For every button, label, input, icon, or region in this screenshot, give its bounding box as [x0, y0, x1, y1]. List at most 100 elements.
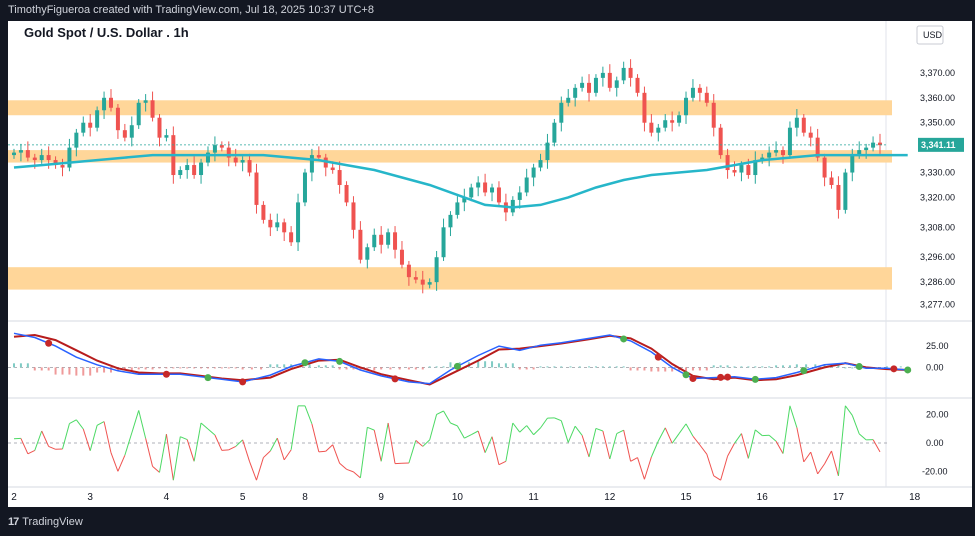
- candle-body: [386, 232, 391, 245]
- candle: [164, 128, 169, 142]
- osc-segment: [643, 456, 652, 480]
- candle: [282, 218, 287, 242]
- candle-body: [164, 135, 169, 138]
- osc-segment: [519, 425, 528, 433]
- candle: [358, 221, 363, 264]
- osc-segment: [69, 419, 77, 425]
- tradingview-logo[interactable]: 17 TradingView: [8, 515, 83, 529]
- price-tick-label: 3,360.00: [920, 93, 955, 103]
- candle: [67, 138, 72, 172]
- osc-segment: [623, 430, 632, 462]
- candle-body: [379, 234, 384, 245]
- candle: [129, 116, 134, 147]
- candle-body: [760, 157, 765, 161]
- candle: [552, 118, 557, 147]
- macd-histogram-bar: [308, 364, 311, 368]
- macd-histogram-bar: [844, 367, 847, 369]
- osc-segment: [602, 430, 611, 460]
- osc-segment: [415, 440, 424, 447]
- time-tick-label: 11: [528, 492, 539, 503]
- candle: [136, 99, 141, 129]
- candle: [476, 176, 481, 197]
- time-tick-label: 16: [757, 492, 769, 503]
- candle-body: [878, 142, 882, 146]
- candle-body: [406, 264, 411, 278]
- osc-segment: [727, 443, 735, 457]
- osc-segment: [616, 429, 624, 435]
- macd-tick-label: 25.00: [926, 341, 949, 351]
- candle-body: [309, 155, 314, 173]
- osc-segment: [540, 417, 548, 429]
- candle-body: [254, 172, 259, 205]
- candle-body: [74, 132, 79, 148]
- candle-body: [684, 97, 689, 116]
- osc-segment: [491, 436, 500, 465]
- candle-body: [850, 155, 855, 173]
- macd-histogram-bar: [331, 365, 334, 368]
- macd-histogram-bar: [532, 367, 535, 370]
- candle-body: [753, 160, 758, 176]
- osc-segment: [193, 422, 202, 462]
- macd-histogram-bar: [137, 367, 140, 370]
- price-tick-label: 3,277.00: [920, 300, 955, 310]
- candle: [774, 141, 779, 157]
- macd-histogram-bar: [851, 367, 854, 369]
- macd-histogram-bar: [594, 366, 597, 368]
- candle-body: [150, 100, 155, 118]
- osc-segment: [498, 460, 507, 466]
- osc-segment: [235, 439, 243, 447]
- price-tick-label: 3,296.00: [920, 252, 955, 262]
- macd-histogram-bar: [761, 366, 764, 368]
- zone-support: [8, 267, 892, 290]
- candle-body: [587, 82, 592, 93]
- candle: [226, 141, 231, 167]
- candle: [614, 76, 619, 97]
- candle-body: [12, 152, 16, 156]
- macd-histogram-bar: [96, 367, 99, 373]
- currency-label: USD: [923, 30, 943, 40]
- candle: [379, 226, 384, 254]
- candle-body: [476, 182, 481, 188]
- osc-segment: [318, 450, 326, 453]
- attribution-text: TimothyFigueroa created with TradingView…: [8, 4, 374, 16]
- osc-segment: [831, 450, 839, 476]
- macd-histogram-bar: [33, 367, 36, 371]
- candle-body: [108, 97, 113, 108]
- candle: [302, 168, 307, 207]
- candle: [580, 76, 585, 92]
- macd-histogram-bar: [726, 365, 729, 368]
- macd-histogram-bar: [747, 366, 750, 368]
- candle: [649, 113, 654, 137]
- osc-segment: [325, 444, 334, 452]
- candle: [296, 193, 301, 251]
- osc-segment: [837, 405, 846, 476]
- candle: [704, 86, 709, 107]
- time-tick-label: 5: [240, 492, 246, 503]
- macd-cross-dot-red: [391, 375, 399, 383]
- macd-histogram-bar: [442, 366, 445, 368]
- macd-cross-dot-green: [800, 367, 808, 375]
- macd-histogram-bar: [601, 366, 604, 368]
- macd-histogram-bar: [193, 367, 196, 369]
- osc-segment: [75, 419, 84, 430]
- candle-body: [697, 87, 702, 93]
- candle-body: [517, 192, 522, 200]
- macd-histogram-bar: [421, 367, 424, 370]
- candle-body: [157, 117, 162, 138]
- candle-body: [469, 187, 474, 198]
- candle-body: [102, 97, 107, 111]
- macd-histogram-bar: [664, 367, 667, 372]
- candle-body: [81, 122, 86, 133]
- osc-segment: [581, 435, 590, 458]
- candle-body: [351, 202, 356, 230]
- osc-segment: [110, 452, 119, 472]
- candle: [822, 153, 827, 187]
- candle: [794, 109, 799, 137]
- chart-area[interactable]: Gold Spot / U.S. Dollar . 1h USD 3,370.00 3…: [8, 21, 972, 507]
- candle-body: [205, 152, 210, 163]
- macd-histogram-bar: [158, 367, 161, 369]
- price-tick-label: 3,286.00: [920, 277, 955, 287]
- osc-segment: [422, 439, 431, 447]
- price-chart-svg[interactable]: Gold Spot / U.S. Dollar . 1h USD 3,370.00 3…: [8, 21, 972, 507]
